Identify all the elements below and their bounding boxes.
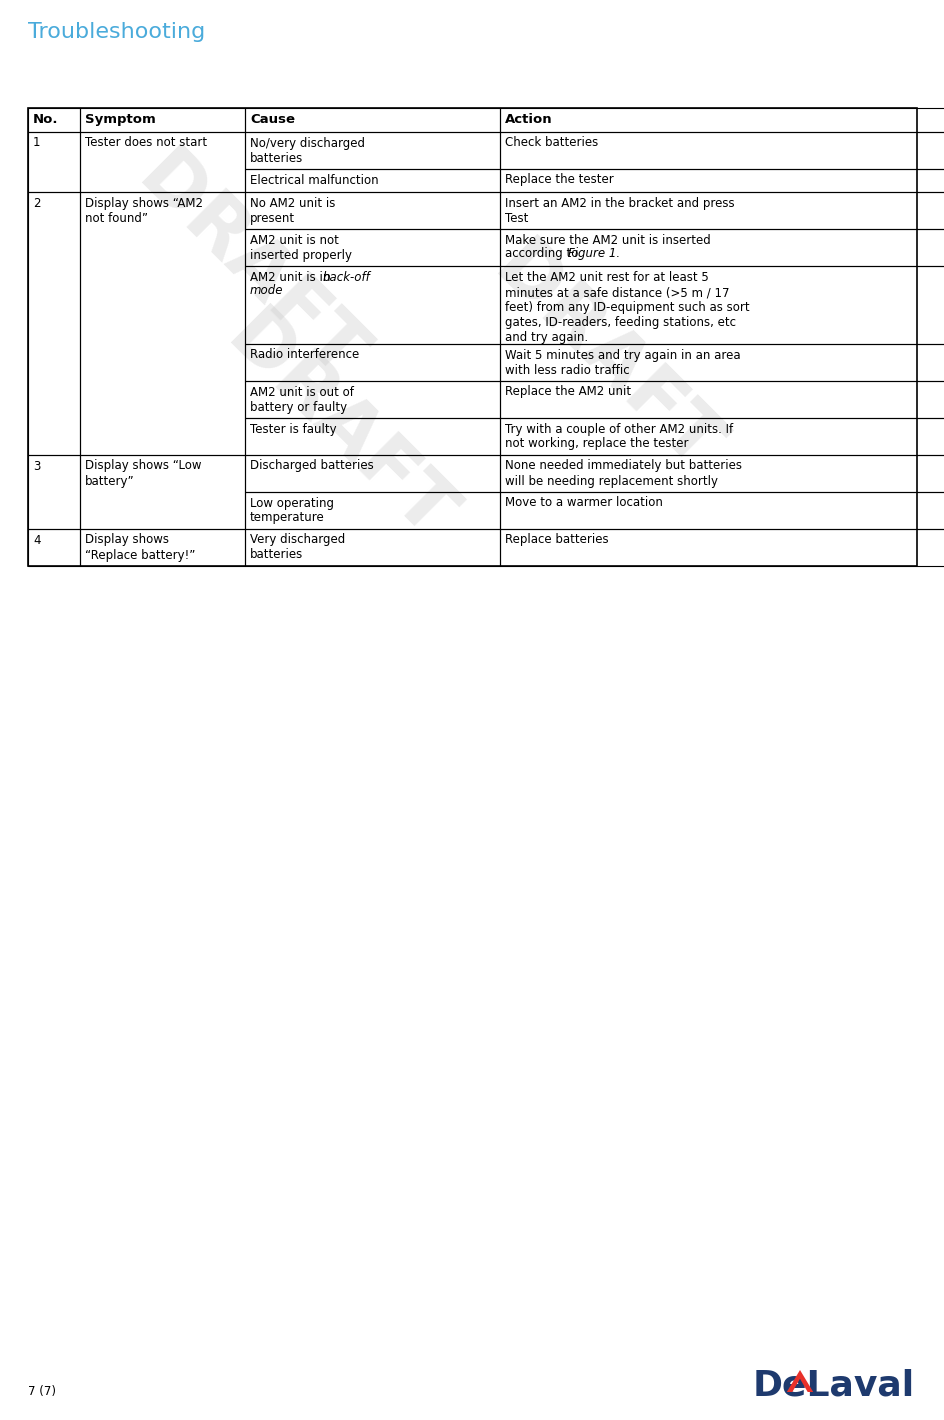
Bar [499, 528, 944, 565]
Bar [244, 192, 499, 229]
Bar [499, 229, 944, 266]
Bar [28, 108, 80, 132]
Text: No/very discharged
batteries: No/very discharged batteries [250, 136, 364, 165]
Text: 2: 2 [33, 197, 41, 210]
Text: Make sure the AM2 unit is inserted: Make sure the AM2 unit is inserted [504, 234, 710, 247]
Text: DRAFT: DRAFT [211, 301, 465, 555]
Bar [28, 108, 916, 565]
Text: 3: 3 [33, 460, 41, 473]
Text: Display shows
“Replace battery!”: Display shows “Replace battery!” [85, 534, 195, 561]
Text: Discharged batteries: Discharged batteries [250, 460, 374, 473]
Bar [499, 381, 944, 417]
Bar [80, 192, 244, 454]
Text: AM2 unit is out of
battery or faulty: AM2 unit is out of battery or faulty [250, 385, 353, 413]
Text: Troubleshooting: Troubleshooting [28, 21, 205, 43]
Text: Low operating
temperature: Low operating temperature [250, 497, 333, 524]
Text: Symptom: Symptom [85, 114, 156, 126]
Text: Insert an AM2 in the bracket and press
Test: Insert an AM2 in the bracket and press T… [504, 197, 733, 224]
Text: AM2 unit is not
inserted properly: AM2 unit is not inserted properly [250, 234, 351, 263]
Text: according to: according to [504, 247, 582, 260]
Bar [80, 108, 244, 132]
Bar [80, 132, 244, 192]
Text: Try with a couple of other AM2 units. If
not working, replace the tester: Try with a couple of other AM2 units. If… [504, 423, 733, 450]
Text: Electrical malfunction: Electrical malfunction [250, 173, 379, 186]
Bar [28, 528, 80, 565]
Bar [244, 229, 499, 266]
Bar [244, 108, 499, 132]
Text: Wait 5 minutes and try again in an area
with less radio traffic: Wait 5 minutes and try again in an area … [504, 348, 740, 376]
Bar [499, 491, 944, 528]
Text: Replace batteries: Replace batteries [504, 534, 608, 547]
Bar [244, 266, 499, 344]
Bar [244, 528, 499, 565]
Text: DRAFT: DRAFT [123, 141, 377, 395]
Bar [80, 528, 244, 565]
Text: Tester is faulty: Tester is faulty [250, 423, 336, 436]
Bar [499, 344, 944, 381]
Text: DRAFT: DRAFT [479, 233, 733, 487]
Bar [244, 132, 499, 169]
Bar [244, 491, 499, 528]
Text: back-off: back-off [323, 271, 370, 284]
Text: Move to a warmer location: Move to a warmer location [504, 497, 662, 510]
Bar [244, 344, 499, 381]
Text: 4: 4 [33, 534, 41, 547]
Text: Cause: Cause [250, 114, 295, 126]
Text: AM2 unit is in: AM2 unit is in [250, 271, 334, 284]
Text: Action: Action [504, 114, 552, 126]
Bar [28, 454, 80, 528]
Text: Let the AM2 unit rest for at least 5
minutes at a safe distance (>5 m / 17
feet): Let the AM2 unit rest for at least 5 min… [504, 271, 749, 344]
Bar [499, 417, 944, 454]
Bar [499, 266, 944, 344]
Bar [28, 192, 80, 454]
Text: 1: 1 [33, 136, 41, 149]
Text: Display shows “AM2
not found”: Display shows “AM2 not found” [85, 197, 203, 224]
Bar [499, 108, 944, 132]
Text: Figure 1.: Figure 1. [567, 247, 619, 260]
Bar [499, 169, 944, 192]
Bar [80, 454, 244, 528]
Bar [244, 417, 499, 454]
Bar [499, 192, 944, 229]
Text: mode: mode [250, 284, 283, 298]
Bar [499, 132, 944, 169]
Text: No.: No. [33, 114, 59, 126]
Text: 7 (7): 7 (7) [28, 1384, 56, 1399]
Text: Very discharged
batteries: Very discharged batteries [250, 534, 345, 561]
Bar [28, 132, 80, 192]
Text: Check batteries: Check batteries [504, 136, 598, 149]
Bar [244, 454, 499, 491]
Bar [244, 169, 499, 192]
Text: Display shows “Low
battery”: Display shows “Low battery” [85, 460, 201, 487]
Text: Radio interference: Radio interference [250, 348, 359, 362]
Polygon shape [786, 1370, 813, 1392]
Text: Replace the AM2 unit: Replace the AM2 unit [504, 385, 631, 399]
Bar [499, 454, 944, 491]
Text: DeLaval: DeLaval [752, 1367, 914, 1402]
Bar [244, 381, 499, 417]
Text: No AM2 unit is
present: No AM2 unit is present [250, 197, 335, 224]
Text: Replace the tester: Replace the tester [504, 173, 613, 186]
Text: Tester does not start: Tester does not start [85, 136, 207, 149]
Text: None needed immediately but batteries
will be needing replacement shortly: None needed immediately but batteries wi… [504, 460, 741, 487]
